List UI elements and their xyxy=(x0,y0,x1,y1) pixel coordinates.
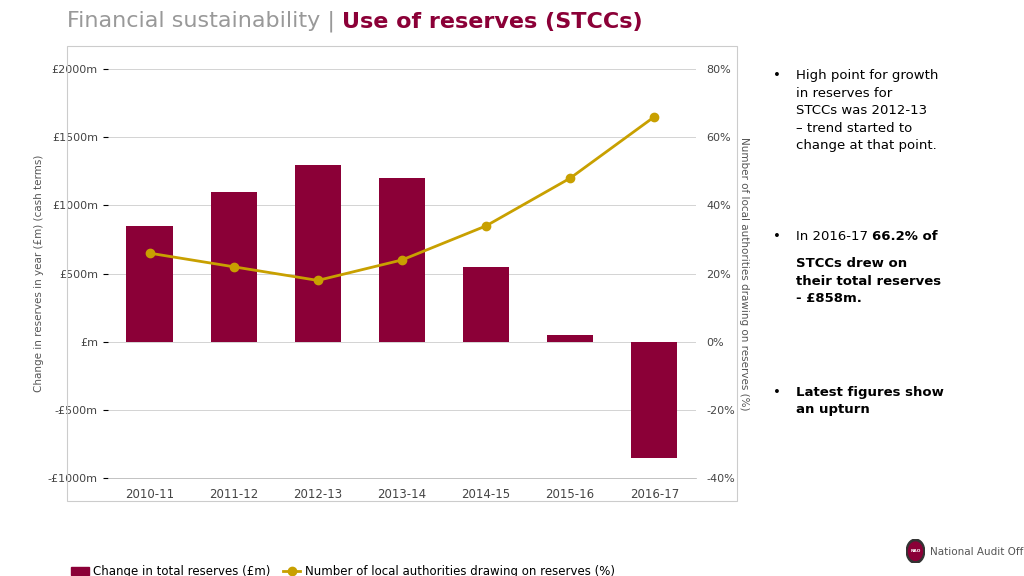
Text: NAO: NAO xyxy=(910,549,921,553)
Text: Latest figures show
an upturn: Latest figures show an upturn xyxy=(796,386,943,416)
Text: STCCs drew on
their total reserves
- £858m.: STCCs drew on their total reserves - £85… xyxy=(796,257,941,305)
Circle shape xyxy=(908,542,923,560)
Y-axis label: Number of local authorities drawing on reserves (%): Number of local authorities drawing on r… xyxy=(739,137,749,410)
Y-axis label: Change in reserves in year (£m) (cash terms): Change in reserves in year (£m) (cash te… xyxy=(34,155,44,392)
Text: Financial sustainability |: Financial sustainability | xyxy=(67,10,342,32)
Bar xyxy=(379,178,425,342)
Bar xyxy=(211,192,257,342)
Bar xyxy=(547,335,593,342)
Text: •: • xyxy=(773,386,781,399)
Text: In 2016-17: In 2016-17 xyxy=(796,230,871,244)
Text: 66.2% of: 66.2% of xyxy=(871,230,938,244)
Text: •: • xyxy=(773,69,781,82)
Bar xyxy=(295,165,341,342)
Legend: Change in total reserves (£m), Number of local authorities drawing on reserves (: Change in total reserves (£m), Number of… xyxy=(67,560,620,576)
Bar xyxy=(463,267,509,342)
Text: •: • xyxy=(773,230,781,244)
Bar xyxy=(631,342,678,457)
Bar xyxy=(126,226,173,342)
Text: Use of reserves (STCCs): Use of reserves (STCCs) xyxy=(342,12,642,32)
Text: High point for growth
in reserves for
STCCs was 2012-13
– trend started to
chang: High point for growth in reserves for ST… xyxy=(796,69,938,152)
Circle shape xyxy=(906,539,925,563)
Text: National Audit Office: National Audit Office xyxy=(930,547,1024,557)
